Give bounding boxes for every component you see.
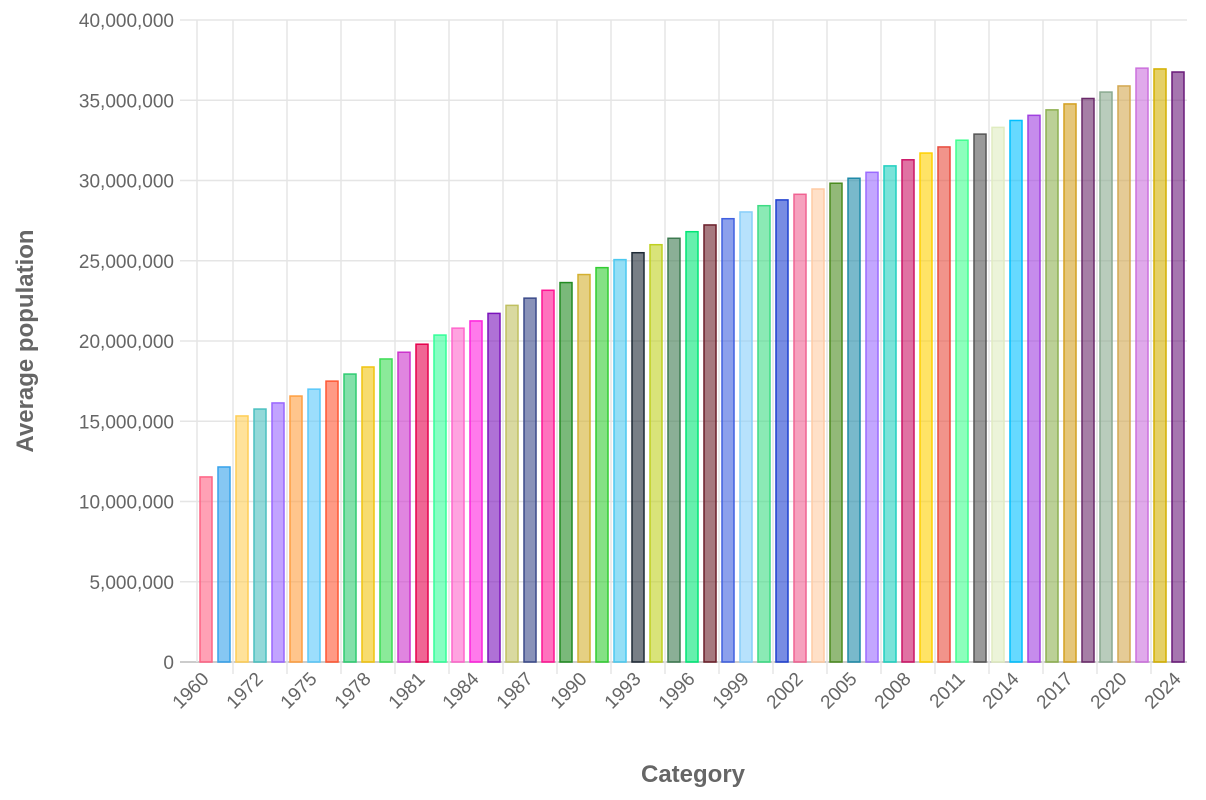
x-tick-label: 1987 <box>493 669 538 714</box>
y-tick-label: 15,000,000 <box>79 412 174 433</box>
x-tick-labels: 1960 1972 1975 1978 1981 1984 1987 1990 1993 1996… <box>169 668 1186 713</box>
bar-2009 <box>919 152 933 663</box>
x-tick-label: 2020 <box>1087 669 1132 714</box>
bar-1991 <box>595 266 609 663</box>
bar-1973 <box>271 402 285 663</box>
bar-2010 <box>937 146 951 663</box>
bar-2005 <box>847 177 861 663</box>
bar-2017 <box>1063 103 1077 663</box>
bar-2002 <box>793 193 807 663</box>
x-tick-label: 1975 <box>277 669 322 714</box>
bar-2000 <box>757 204 771 663</box>
bar-2013 <box>991 126 1005 663</box>
bar-2001 <box>775 199 789 663</box>
bar-1970 <box>217 466 231 663</box>
x-tick-label: 1993 <box>601 669 646 714</box>
x-tick-label: 2005 <box>817 669 862 714</box>
bar-1972 <box>253 408 267 663</box>
bar-1978 <box>361 366 375 663</box>
bar-1987 <box>523 297 537 663</box>
x-tick-label: 2002 <box>763 669 808 714</box>
grid <box>180 19 1187 674</box>
bar-2019 <box>1099 91 1113 663</box>
x-tick-label: 1984 <box>439 668 484 713</box>
x-tick-label: 2017 <box>1033 669 1078 714</box>
x-tick-label: 2008 <box>871 669 916 714</box>
bar-1976 <box>325 380 339 663</box>
bars <box>199 67 1185 663</box>
x-tick-label: 1996 <box>655 669 700 714</box>
y-tick-label: 5,000,000 <box>89 573 174 594</box>
bar-1999 <box>739 211 753 663</box>
bar-2006 <box>865 171 879 663</box>
x-tick-label: 1990 <box>547 669 592 714</box>
bar-1990 <box>577 273 591 663</box>
y-tick-label: 20,000,000 <box>79 332 174 353</box>
bar-1981 <box>415 343 429 663</box>
bar-1989 <box>559 281 573 663</box>
bar-1975 <box>307 388 321 663</box>
bar-2018 <box>1081 97 1095 663</box>
y-tick-label: 40,000,000 <box>79 11 174 32</box>
bar-2021 <box>1135 67 1149 663</box>
bar-2003 <box>811 188 825 663</box>
y-tick-labels: 0 5,000,000 10,000,000 15,000,000 20,000,000… <box>79 11 174 674</box>
bar-2007 <box>883 165 897 663</box>
bar-1988 <box>541 289 555 663</box>
bar-1996 <box>685 230 699 663</box>
x-tick-label: 1981 <box>385 669 430 714</box>
bar-1986 <box>505 304 519 663</box>
bar-2016 <box>1045 109 1059 663</box>
bar-1971 <box>235 415 249 663</box>
bar-1982 <box>433 334 447 663</box>
bar-1960 <box>199 476 213 663</box>
x-tick-label: 2024 <box>1141 668 1186 713</box>
x-tick-label: 2011 <box>926 669 970 713</box>
bar-2004 <box>829 182 843 663</box>
bar-2024 <box>1171 71 1185 663</box>
bar-1994 <box>649 243 663 663</box>
bar-2015 <box>1027 114 1041 663</box>
bar-2011 <box>955 139 969 663</box>
bar-1995 <box>667 237 681 663</box>
x-tick-label: 1978 <box>331 669 376 714</box>
bar-1977 <box>343 373 357 663</box>
y-tick-label: 25,000,000 <box>79 252 174 273</box>
bar-2014 <box>1009 119 1023 663</box>
y-tick-label: 35,000,000 <box>79 91 174 112</box>
x-tick-label: 2014 <box>979 668 1024 713</box>
bar-2020 <box>1117 85 1131 663</box>
bar-1985 <box>487 312 501 663</box>
x-tick-label: 1972 <box>223 669 268 714</box>
y-tick-label: 0 <box>163 653 174 674</box>
bar-1983 <box>451 327 465 663</box>
x-axis-title: Category <box>641 761 746 788</box>
bar-1993 <box>631 251 645 663</box>
bar-1979 <box>379 358 393 663</box>
x-tick-label: 1999 <box>709 669 754 714</box>
y-axis-title: Average population <box>12 229 39 452</box>
bar-1998 <box>721 217 735 663</box>
bar-1984 <box>469 320 483 663</box>
bar-2012 <box>973 133 987 663</box>
bar-2022 <box>1153 68 1167 663</box>
bar-1974 <box>289 395 303 663</box>
bar-2008 <box>901 159 915 663</box>
bar-1992 <box>613 258 627 663</box>
y-tick-label: 10,000,000 <box>79 493 174 514</box>
y-tick-label: 30,000,000 <box>79 172 174 193</box>
bar-1997 <box>703 224 717 663</box>
x-tick-label: 1960 <box>169 669 214 714</box>
bar-1980 <box>397 351 411 663</box>
